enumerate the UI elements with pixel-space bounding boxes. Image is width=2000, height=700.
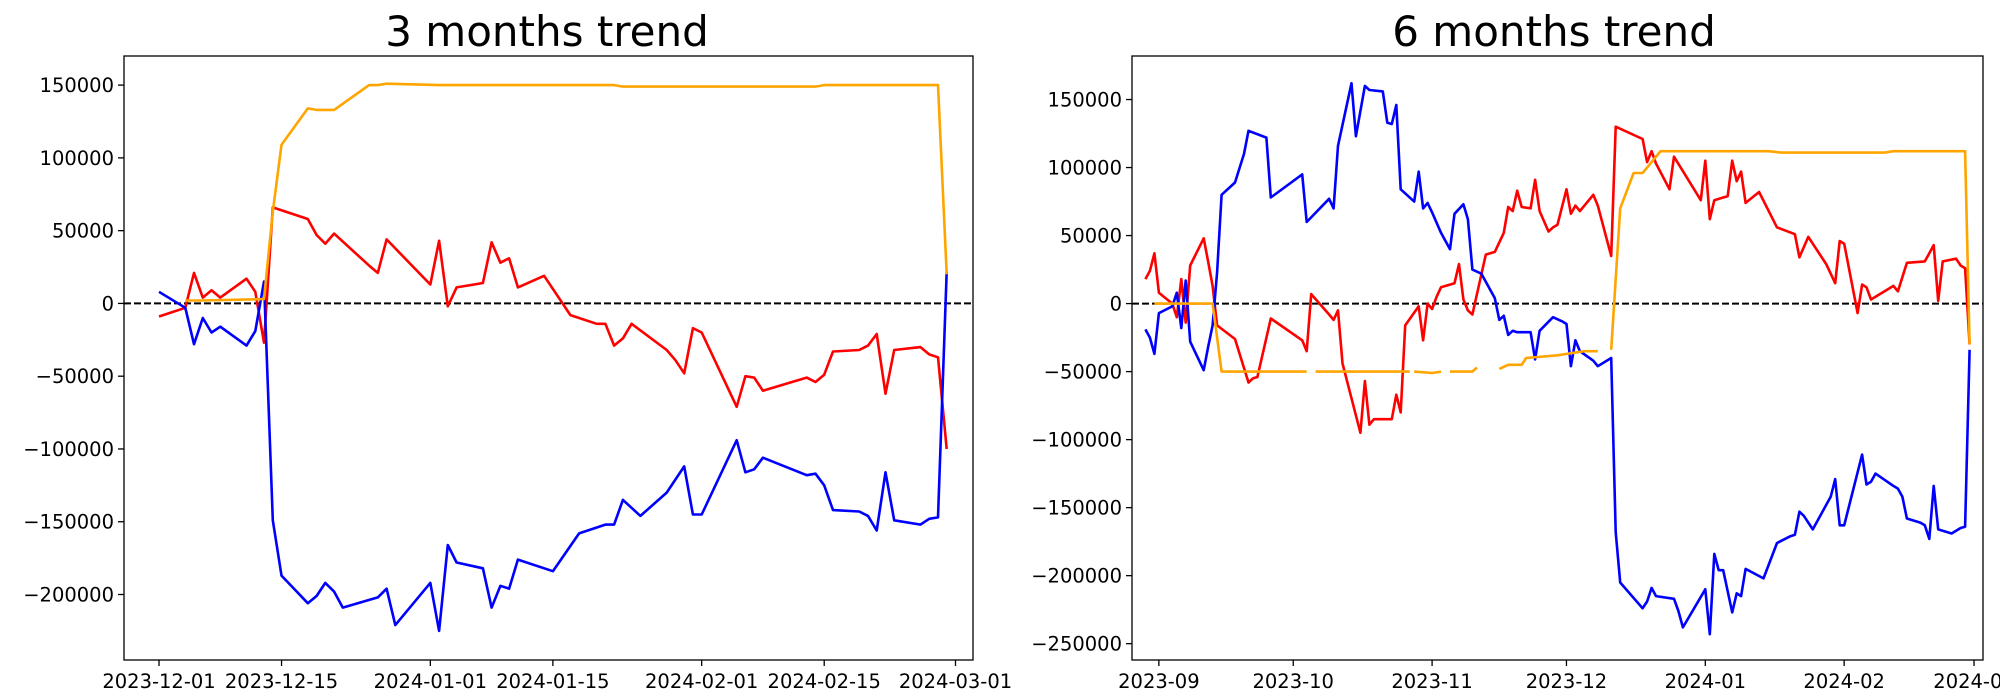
x-tick-label: 2024-02 xyxy=(1803,670,1884,693)
series-line xyxy=(1144,81,1971,636)
plot-area: 150000 100000 50000 0 −50000 −100000 −150000 −2… xyxy=(1031,55,2000,693)
x-tick-label: 2024-01-01 xyxy=(374,670,487,693)
x-tick-label: 2024-03 xyxy=(1933,670,2000,693)
y-tick-label: −50000 xyxy=(36,365,114,388)
y-tick-label: −150000 xyxy=(23,511,114,534)
y-tick-label: 50000 xyxy=(1060,225,1122,248)
x-tick-label: 2024-01-15 xyxy=(496,670,609,693)
x-tick-label: 2024-02-01 xyxy=(645,670,758,693)
y-tick-label: 50000 xyxy=(52,220,114,243)
axes-frame xyxy=(123,55,974,661)
x-tick-label: 2023-10 xyxy=(1252,670,1333,693)
plot-area: 150000 100000 50000 0 −50000 −100000 −150000 −2… xyxy=(23,55,1012,693)
y-tick-label: 100000 xyxy=(1048,157,1122,180)
x-tick-label: 2023-11 xyxy=(1391,670,1472,693)
series-line xyxy=(1450,366,1478,373)
chart-6-months: 6 months trend 150000 100000 50000 0 −50000 −… xyxy=(1031,7,2000,693)
x-tick-label: 2024-02-15 xyxy=(768,670,881,693)
series-line xyxy=(1609,149,1971,350)
x-tick-label: 2023-09 xyxy=(1118,670,1199,693)
x-tick-label: 2023-12 xyxy=(1526,670,1607,693)
y-tick-label: −50000 xyxy=(1044,361,1122,384)
y-tick-label: 150000 xyxy=(1048,89,1122,112)
chart-title: 3 months trend xyxy=(385,7,709,56)
x-tick-label: 2024-01 xyxy=(1665,670,1746,693)
y-tick-label: −200000 xyxy=(23,584,114,607)
x-tick-label: 2023-12-15 xyxy=(225,670,338,693)
x-tick-label: 2024-03-01 xyxy=(899,670,1012,693)
series-line xyxy=(1154,302,1307,373)
y-tick-label: 100000 xyxy=(40,147,114,170)
series-line xyxy=(158,271,948,633)
y-tick-label: −250000 xyxy=(1031,633,1122,656)
series-line xyxy=(1144,125,1971,435)
series-line xyxy=(158,206,948,450)
chart-3-months: 3 months trend 150000 100000 50000 0 −50000 −… xyxy=(23,7,1012,693)
y-tick-label: −100000 xyxy=(23,438,114,461)
y-tick-label: −150000 xyxy=(1031,497,1122,520)
y-tick-label: 0 xyxy=(102,292,114,315)
series-line xyxy=(1414,370,1442,375)
axes-frame xyxy=(1131,55,1984,661)
y-tick-label: 150000 xyxy=(40,74,114,97)
y-tick-label: −100000 xyxy=(1031,429,1122,452)
series-line xyxy=(185,82,948,302)
y-tick-label: 0 xyxy=(1110,293,1122,316)
y-tick-label: −200000 xyxy=(1031,565,1122,588)
chart-title: 6 months trend xyxy=(1392,7,1716,56)
series-line xyxy=(1498,349,1598,371)
x-tick-label: 2023-12-01 xyxy=(102,670,215,693)
